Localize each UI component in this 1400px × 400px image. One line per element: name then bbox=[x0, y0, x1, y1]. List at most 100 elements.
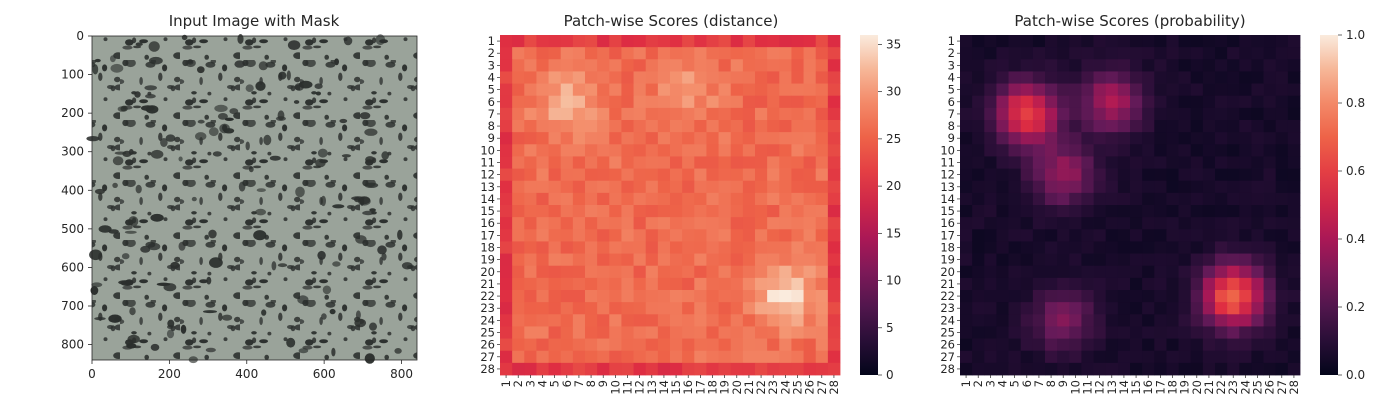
heatmap-cell bbox=[621, 120, 634, 133]
heatmap-cell bbox=[682, 314, 695, 327]
heatmap-cell bbox=[1275, 59, 1289, 72]
heatmap-cell bbox=[960, 192, 973, 206]
heatmap-cell bbox=[767, 47, 780, 60]
heatmap-cell bbox=[791, 350, 804, 364]
heatmap-cell bbox=[1287, 338, 1301, 352]
heatmap-cell bbox=[633, 95, 647, 109]
image-spot bbox=[147, 242, 161, 251]
heatmap-cell bbox=[827, 180, 841, 194]
heatmap-cell bbox=[1178, 253, 1192, 267]
heatmap-cell bbox=[1275, 241, 1289, 254]
heatmap-cell bbox=[1190, 314, 1204, 327]
heatmap-cell bbox=[524, 205, 537, 218]
x-tick-label: 12 bbox=[1093, 380, 1107, 395]
heatmap-cell bbox=[972, 253, 985, 267]
heatmap-cell bbox=[706, 277, 719, 291]
heatmap-cell bbox=[633, 59, 647, 72]
image-spot bbox=[167, 319, 175, 328]
heatmap-cell bbox=[1008, 350, 1022, 364]
heatmap-cell bbox=[984, 290, 997, 303]
heatmap-cell bbox=[779, 192, 792, 206]
heatmap-cell bbox=[1020, 107, 1034, 121]
heatmap-cell bbox=[1166, 95, 1179, 109]
heatmap-cell bbox=[621, 302, 634, 315]
heatmap-cell bbox=[1202, 362, 1216, 376]
heatmap-cell bbox=[730, 302, 744, 315]
x-tick-label: 5 bbox=[1008, 380, 1022, 387]
heatmap-cell bbox=[1227, 350, 1240, 364]
heatmap-cell bbox=[1166, 253, 1179, 267]
image-spot bbox=[134, 91, 141, 98]
heatmap-cell bbox=[1045, 205, 1058, 218]
heatmap-cell bbox=[1069, 302, 1082, 315]
heatmap-cell bbox=[984, 241, 997, 254]
heatmap-cell bbox=[500, 71, 513, 84]
heatmap-cell bbox=[815, 290, 829, 303]
heatmap-cell bbox=[621, 47, 634, 60]
heatmap-cell bbox=[1020, 180, 1034, 194]
heatmap-cell bbox=[791, 144, 804, 157]
heatmap-cell bbox=[1020, 326, 1034, 339]
heatmap-cell bbox=[572, 290, 586, 303]
heatmap-cell bbox=[682, 120, 695, 133]
heatmap-cell bbox=[767, 192, 780, 206]
heatmap-cell bbox=[1045, 156, 1058, 169]
heatmap-cell bbox=[1032, 144, 1046, 157]
heatmap-cell bbox=[1081, 180, 1094, 194]
heatmap-cell bbox=[730, 290, 744, 303]
heatmap-cell bbox=[670, 265, 683, 279]
colorbar-tick-label: 0 bbox=[886, 368, 894, 382]
heatmap-cell bbox=[791, 217, 804, 230]
x-tick-label: 9 bbox=[1056, 380, 1070, 387]
heatmap-cell bbox=[1105, 350, 1119, 364]
heatmap-cell bbox=[755, 83, 768, 97]
y-tick-label: 28 bbox=[940, 362, 955, 376]
heatmap-cell bbox=[972, 35, 985, 48]
heatmap-cell bbox=[633, 217, 647, 230]
heatmap-cell bbox=[1190, 83, 1204, 97]
y-tick-label: 27 bbox=[940, 350, 955, 364]
heatmap-cell bbox=[1093, 59, 1107, 72]
heatmap-cell bbox=[1263, 59, 1277, 72]
heatmap-cell bbox=[827, 338, 841, 352]
heatmap-cell bbox=[730, 217, 744, 230]
heatmap-cell bbox=[815, 350, 829, 364]
heatmap-cell bbox=[791, 265, 804, 279]
colorbar-tick-label: 30 bbox=[886, 85, 901, 99]
heatmap-cell bbox=[657, 71, 671, 84]
heatmap-cell bbox=[1215, 338, 1228, 352]
heatmap-cell bbox=[1190, 144, 1204, 157]
heatmap-cell bbox=[1287, 217, 1301, 230]
heatmap-cell bbox=[1263, 47, 1277, 60]
image-spot bbox=[258, 61, 268, 71]
heatmap-cell bbox=[572, 241, 586, 254]
heatmap-cell bbox=[1227, 290, 1240, 303]
heatmap-cell bbox=[960, 277, 973, 291]
heatmap-cell bbox=[1142, 120, 1155, 133]
heatmap-cell bbox=[524, 241, 537, 254]
image-spot bbox=[256, 188, 266, 193]
heatmap-cell bbox=[960, 144, 973, 157]
heatmap-cell bbox=[779, 217, 792, 230]
image-spot bbox=[165, 134, 176, 142]
heatmap-cell bbox=[645, 120, 659, 133]
heatmap-cell bbox=[524, 253, 537, 267]
heatmap-cell bbox=[827, 71, 841, 84]
heatmap-cell bbox=[791, 314, 804, 327]
heatmap-cell bbox=[1093, 265, 1107, 279]
heatmap-cell bbox=[1154, 326, 1167, 339]
heatmap-cell bbox=[1263, 241, 1277, 254]
heatmap-cell bbox=[536, 156, 549, 169]
y-tick-label: 8 bbox=[948, 119, 955, 133]
heatmap-cell bbox=[512, 107, 525, 121]
heatmap-cell bbox=[1215, 302, 1228, 315]
heatmap-cell bbox=[1142, 192, 1155, 206]
image-spot bbox=[362, 210, 375, 216]
heatmap-cell bbox=[742, 192, 756, 206]
heatmap-cell bbox=[560, 71, 574, 84]
heatmap-cell bbox=[1020, 120, 1034, 133]
heatmap-cell bbox=[609, 205, 622, 218]
image-spot bbox=[320, 195, 326, 207]
heatmap-cell bbox=[1275, 290, 1289, 303]
heatmap-cell bbox=[1227, 59, 1240, 72]
